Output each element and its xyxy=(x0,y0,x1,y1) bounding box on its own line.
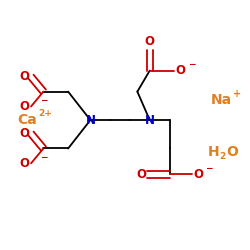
Text: Na: Na xyxy=(210,93,232,107)
Text: 2+: 2+ xyxy=(38,110,52,118)
Text: −: − xyxy=(188,60,196,69)
Text: N: N xyxy=(145,114,155,126)
Text: −: − xyxy=(40,96,48,105)
Text: O: O xyxy=(20,157,30,170)
Text: O: O xyxy=(145,35,155,48)
Text: O: O xyxy=(226,145,238,159)
Text: O: O xyxy=(136,168,146,181)
Text: N: N xyxy=(86,114,96,126)
Text: −: − xyxy=(40,153,48,162)
Text: −: − xyxy=(205,164,213,173)
Text: Ca: Ca xyxy=(18,113,37,127)
Text: O: O xyxy=(176,64,186,77)
Text: 2: 2 xyxy=(220,152,226,161)
Text: O: O xyxy=(193,168,203,181)
Text: O: O xyxy=(20,127,30,140)
Text: H: H xyxy=(208,145,220,159)
Text: +: + xyxy=(232,89,241,99)
Text: O: O xyxy=(20,70,30,83)
Text: O: O xyxy=(20,100,30,113)
